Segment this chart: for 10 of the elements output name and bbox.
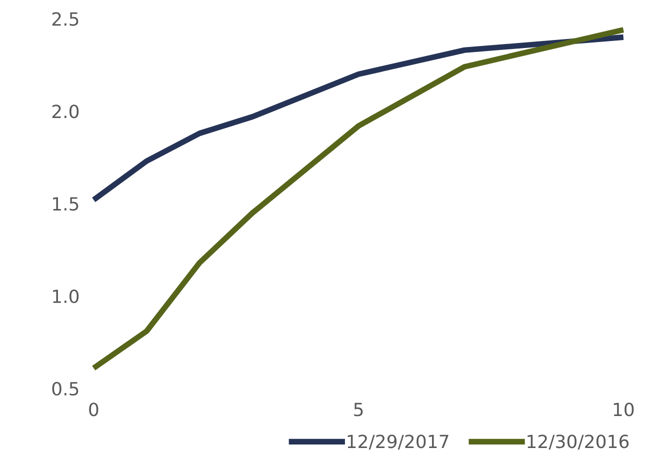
legend-label: 12/30/2016 <box>528 434 629 450</box>
x-tick-label: 5 <box>354 402 363 416</box>
y-tick-label: 0.5 <box>52 382 78 396</box>
x-tick-label: 10 <box>614 402 634 416</box>
y-tick-label: 1.0 <box>53 289 79 304</box>
x-tick-label: 0 <box>89 402 98 416</box>
y-tick-label: 1.5 <box>53 197 78 211</box>
y-tick-label: 2.0 <box>52 104 79 118</box>
legend-label: 12/29/2017 <box>348 434 448 450</box>
y-tick-label: 2.5 <box>52 12 78 26</box>
